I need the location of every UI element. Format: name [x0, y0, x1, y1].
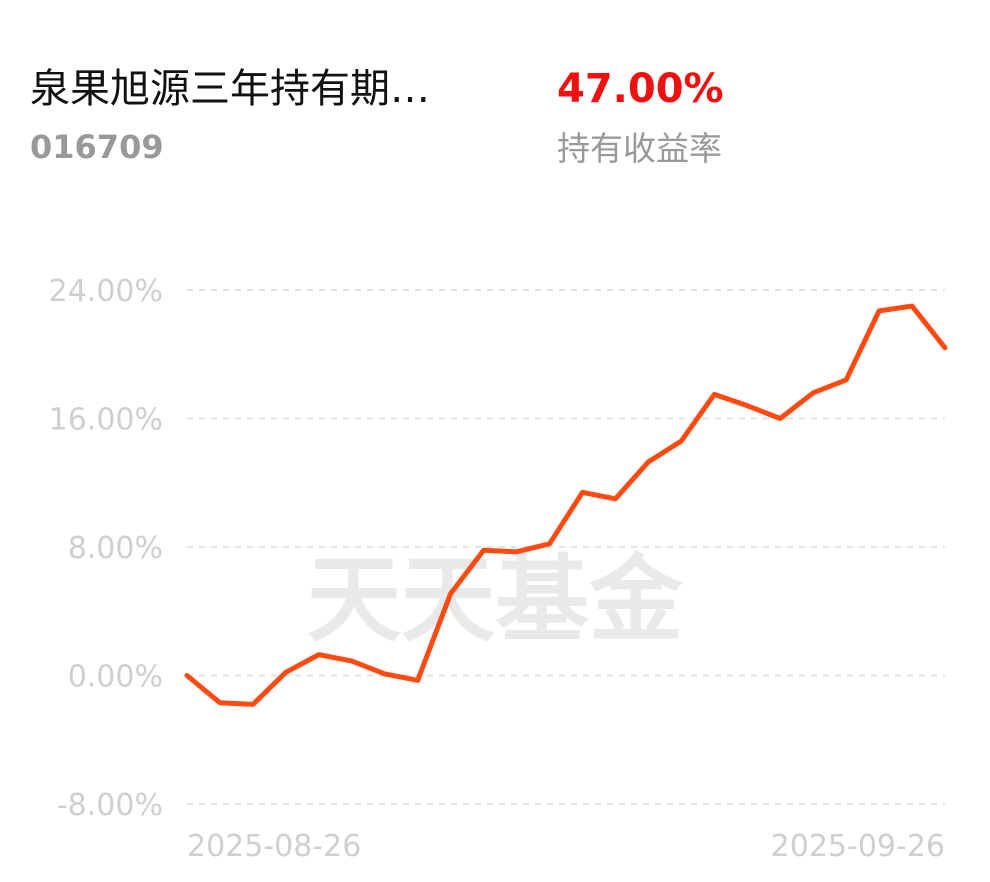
return-value: 47.00%	[557, 66, 724, 112]
return-label: 持有收益率	[557, 129, 722, 168]
y-tick-label: -8.00%	[57, 788, 163, 823]
x-tick-label: 2025-08-26	[187, 829, 361, 864]
fund-code: 016709	[30, 128, 164, 166]
y-tick-label: 16.00%	[49, 403, 163, 438]
fund-title: 泉果旭源三年持有期…	[30, 66, 430, 112]
y-tick-label: 0.00%	[68, 660, 163, 695]
y-tick-label: 24.00%	[49, 274, 163, 309]
watermark: 天天基金	[307, 545, 684, 655]
y-tick-label: 8.00%	[68, 531, 163, 566]
x-tick-label: 2025-09-26	[771, 829, 945, 864]
line-series	[184, 303, 948, 707]
